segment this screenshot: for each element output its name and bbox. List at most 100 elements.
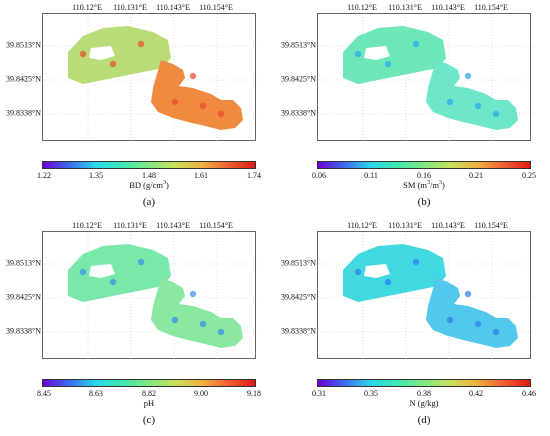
map-frame <box>317 13 532 142</box>
map-frame <box>317 231 532 360</box>
study-area-east <box>151 278 243 348</box>
hotspot <box>412 258 420 266</box>
lat-label: 39.8425°N <box>281 74 316 84</box>
colorbar <box>42 379 256 387</box>
hotspot <box>384 60 392 68</box>
lon-label: 110.131°E <box>388 221 422 230</box>
map-svg <box>318 232 532 360</box>
panel-label: (b) <box>417 196 431 208</box>
lat-label: 39.8338°N <box>281 326 316 336</box>
study-area-east <box>151 60 243 130</box>
lon-label: 110.12°E <box>347 3 377 12</box>
lon-label: 110.131°E <box>113 221 147 230</box>
colorbar-label: SM (m3/m3) <box>403 180 445 190</box>
hotspot <box>137 258 145 266</box>
lon-label: 110.12°E <box>347 221 377 230</box>
lat-label: 39.8338°N <box>6 108 41 118</box>
panel-d: 110.12°E 110.131°E 110.143°E 110.154°E 3… <box>275 218 550 436</box>
lon-label: 110.154°E <box>474 3 508 12</box>
lon-label: 110.143°E <box>431 221 465 230</box>
map-frame <box>42 231 257 360</box>
panel-b: 110.12°E 110.131°E 110.143°E 110.154°E 3… <box>275 0 550 218</box>
colorbar-tick: 9.00 <box>194 389 208 398</box>
hotspot <box>474 102 482 110</box>
hotspot <box>412 40 420 48</box>
hotspot <box>217 328 225 336</box>
hotspot <box>171 316 179 324</box>
map-svg <box>318 14 532 142</box>
lon-label: 110.12°E <box>72 3 102 12</box>
excluded-area <box>364 264 390 278</box>
lon-label: 110.154°E <box>474 221 508 230</box>
colorbar-tick: 1.48 <box>142 171 156 180</box>
lon-label: 110.143°E <box>156 221 190 230</box>
hotspot <box>137 40 145 48</box>
hotspot <box>464 72 472 80</box>
map-svg <box>43 232 257 360</box>
lat-label: 39.8513°N <box>281 40 316 50</box>
lon-label: 110.143°E <box>431 3 465 12</box>
colorbar-tick: 0.21 <box>469 171 483 180</box>
hotspot <box>109 278 117 286</box>
lon-label: 110.131°E <box>113 3 147 12</box>
hotspot <box>199 320 207 328</box>
study-area-west <box>68 244 171 302</box>
hotspot <box>492 328 500 336</box>
study-area-west <box>343 244 446 302</box>
colorbar-tick: 0.31 <box>312 389 326 398</box>
panel-a: 110.12°E 110.131°E 110.143°E 110.154°E 3… <box>0 0 275 218</box>
hotspot <box>189 72 197 80</box>
hotspot <box>189 290 197 298</box>
colorbar-tick: 8.63 <box>89 389 103 398</box>
colorbar-tick: 1.74 <box>247 171 261 180</box>
hotspot <box>492 110 500 118</box>
colorbar-tick: 0.25 <box>522 171 536 180</box>
lat-label: 39.8425°N <box>6 74 41 84</box>
excluded-area <box>89 264 115 278</box>
hotspot <box>199 102 207 110</box>
lon-label: 110.131°E <box>388 3 422 12</box>
lon-label: 110.12°E <box>72 221 102 230</box>
colorbar-tick: 8.45 <box>37 389 51 398</box>
hotspot <box>109 60 117 68</box>
study-area-west <box>343 26 446 84</box>
colorbar-tick: 0.42 <box>469 389 483 398</box>
hotspot <box>446 98 454 106</box>
hotspot <box>354 268 362 276</box>
colorbar-tick: 0.11 <box>364 171 378 180</box>
hotspot <box>384 278 392 286</box>
hotspot <box>464 290 472 298</box>
study-area-east <box>426 60 518 130</box>
colorbar-label: N (g/kg) <box>409 398 439 408</box>
colorbar-tick: 9.18 <box>247 389 261 398</box>
hotspot <box>474 320 482 328</box>
hotspot <box>79 50 87 58</box>
lat-label: 39.8338°N <box>6 326 41 336</box>
excluded-area <box>364 46 390 60</box>
panel-label: (d) <box>417 414 431 426</box>
lat-label: 39.8338°N <box>281 108 316 118</box>
colorbar-tick: 0.16 <box>417 171 431 180</box>
lat-label: 39.8425°N <box>6 292 41 302</box>
lon-label: 110.154°E <box>199 3 233 12</box>
colorbar-tick: 0.35 <box>364 389 378 398</box>
colorbar-tick: 1.61 <box>194 171 208 180</box>
colorbar-tick: 1.22 <box>37 171 51 180</box>
colorbar-tick: 0.46 <box>522 389 536 398</box>
colorbar <box>317 161 531 169</box>
lat-label: 39.8513°N <box>281 258 316 268</box>
hotspot <box>354 50 362 58</box>
colorbar-tick: 0.06 <box>312 171 326 180</box>
colorbar-tick: 8.82 <box>142 389 156 398</box>
colorbar <box>317 379 531 387</box>
excluded-area <box>89 46 115 60</box>
study-area-east <box>426 278 518 348</box>
lat-label: 39.8425°N <box>281 292 316 302</box>
hotspot <box>217 110 225 118</box>
panel-label: (a) <box>142 196 156 208</box>
colorbar-tick: 0.38 <box>417 389 431 398</box>
map-frame <box>42 13 257 142</box>
colorbar-tick: 1.35 <box>89 171 103 180</box>
hotspot <box>171 98 179 106</box>
colorbar-label: BD (g/cm3) <box>129 180 169 190</box>
